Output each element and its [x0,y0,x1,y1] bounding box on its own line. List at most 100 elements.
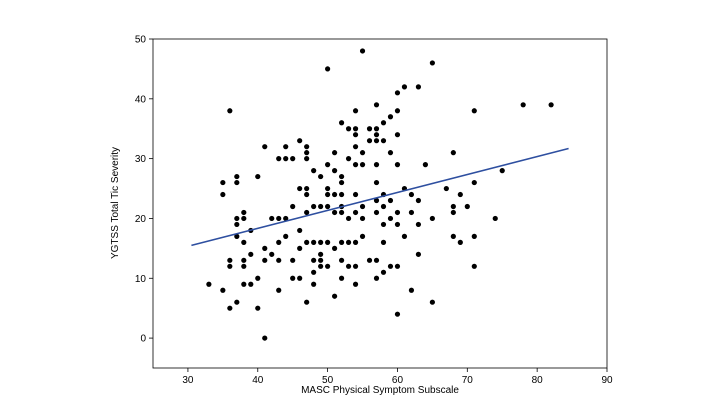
data-point [297,245,303,251]
data-point [366,126,373,132]
data-point [311,203,317,210]
data-point [380,203,387,210]
data-point [338,209,345,216]
data-point [338,257,345,263]
data-point [262,245,268,251]
data-point [304,239,310,245]
data-point [332,150,338,156]
data-point [220,191,226,198]
x-tick-label: 80 [532,375,544,386]
data-point [352,209,359,216]
data-point [234,173,240,180]
data-point [304,156,310,162]
data-point [276,257,282,263]
data-point [234,233,240,239]
data-point [283,215,289,222]
data-point [318,257,324,263]
data-point [373,209,380,216]
data-point [352,144,359,150]
data-point [366,257,373,263]
data-point [241,215,247,222]
data-point [290,275,296,281]
data-point [297,185,303,192]
data-point [387,215,394,222]
data-point [241,239,247,245]
data-point [290,156,296,162]
data-point [297,227,303,234]
data-point [262,144,268,150]
data-point [304,150,310,156]
data-point [450,203,456,210]
data-point [325,203,331,210]
data-point [255,275,261,281]
data-point [429,299,435,305]
data-point [290,203,296,210]
data-point [401,233,408,239]
data-point [227,108,233,114]
data-point [471,108,477,114]
data-point [332,245,338,251]
x-tick-label: 70 [462,375,474,386]
data-point [318,251,324,257]
data-point [325,185,331,192]
data-point [457,239,463,245]
data-point [548,102,554,108]
data-point [345,215,352,222]
data-point [492,215,498,222]
data-point [394,311,401,317]
data-point [311,168,317,174]
data-point [332,209,338,216]
data-point [380,239,387,245]
data-point [373,132,380,138]
data-point [415,221,422,228]
data-point [304,209,310,216]
data-point [345,239,352,245]
data-point [262,335,268,341]
data-point [290,257,296,263]
data-point [408,191,415,198]
data-point [311,257,317,263]
data-point [415,84,422,90]
data-point [471,263,477,269]
data-point [304,191,310,198]
data-point [373,126,380,132]
data-point [499,168,505,174]
data-point [373,102,380,108]
data-point [429,215,435,222]
data-point [255,305,261,311]
data-point [471,233,477,239]
data-point [387,197,394,204]
data-point [283,233,289,239]
data-point [325,263,331,269]
data-point [394,221,401,228]
data-point [464,203,470,210]
data-point [359,48,366,54]
data-point [241,209,247,216]
data-point [373,197,380,204]
data-point [457,191,463,198]
y-axis-title: YGTSS Total Tic Severity [110,147,121,259]
data-point [338,179,345,186]
data-point [359,215,366,222]
data-point [297,138,303,144]
data-point [394,90,401,96]
data-point [408,209,415,216]
data-point [359,150,366,156]
data-point [345,263,352,269]
data-point [227,305,233,311]
data-point [311,269,317,275]
data-point [394,263,401,269]
data-point [241,263,247,269]
data-point [394,209,401,216]
data-point [276,287,282,293]
y-tick-label: 20 [135,214,147,225]
data-point [352,239,359,245]
y-tick-label: 30 [135,154,147,165]
data-point [234,221,240,228]
data-point [373,257,380,263]
data-point [325,66,331,72]
data-point [338,191,345,198]
data-point [276,156,282,162]
data-point [234,299,240,305]
data-point [471,179,477,186]
